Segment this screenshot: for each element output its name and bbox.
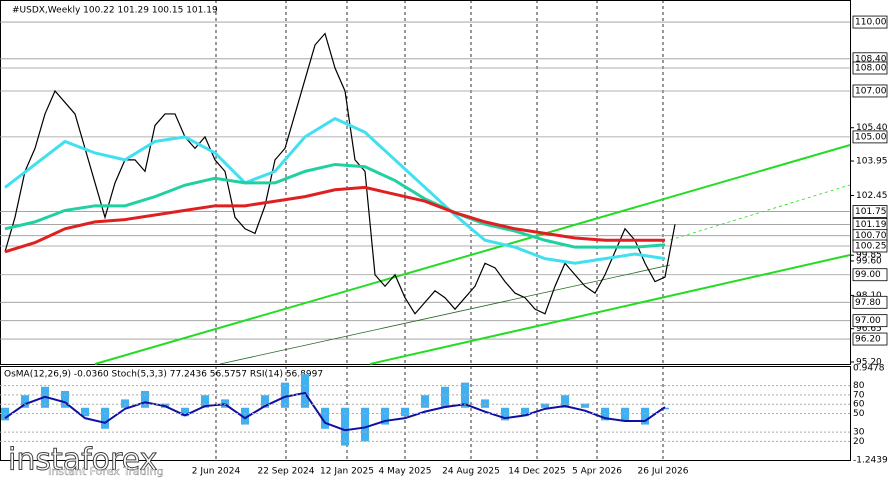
level-label: 99.00 [855, 270, 881, 280]
level-box [852, 15, 888, 29]
level-label: 105.00 [855, 132, 887, 142]
x-tick-label: 4 May 2025 [379, 467, 432, 477]
x-tick-label: 22 Sep 2024 [257, 467, 314, 477]
level-label: 100.25 [855, 242, 887, 252]
level-label: 107.00 [855, 86, 887, 96]
level-label: 97.80 [855, 298, 881, 308]
level-label: 108.00 [855, 63, 887, 73]
osma-bar [561, 395, 569, 408]
trendlines [94, 144, 851, 365]
osma-bar [661, 407, 669, 410]
indicator-tick-label: 70 [853, 390, 865, 400]
osma-bar [581, 403, 589, 408]
y-tick-label: 99.60 [856, 256, 882, 266]
indicator-tick-label: -1.2439 [853, 456, 888, 466]
x-tick-label: 14 Dec 2025 [508, 467, 566, 477]
indicator-tick-label: 20 [853, 437, 865, 447]
level-label: 110.00 [855, 18, 887, 28]
level-box [852, 130, 888, 144]
level-box [852, 84, 888, 98]
series-line [4, 162, 666, 249]
level-label: 96.20 [855, 335, 881, 345]
osma-bar [401, 407, 409, 417]
indicator-tick-label: 60 [853, 400, 865, 410]
chart-title: #USDX,Weekly 100.22 101.29 100.15 101.19 [12, 6, 218, 16]
level-box [852, 61, 888, 75]
level-label: 101.75 [855, 207, 887, 217]
channel-lower [369, 254, 851, 365]
trend-thin [219, 264, 671, 365]
y-tick-label: 102.45 [856, 191, 888, 201]
osma-bar [421, 395, 429, 408]
osma-bar [321, 407, 329, 429]
osma-bar [381, 407, 389, 425]
main-pane [0, 0, 851, 365]
channel-upper [94, 144, 851, 365]
osma-bar [121, 399, 129, 408]
y-tick-label: 105.40 [856, 123, 888, 133]
indicator-tick-label: 50 [853, 409, 865, 419]
osma-bar [621, 407, 629, 421]
osma-bar [61, 390, 69, 408]
osma-bar [361, 407, 369, 442]
osma-bar [141, 390, 149, 408]
x-tick-label: 2 Jun 2024 [192, 467, 241, 477]
level-box [852, 239, 888, 253]
osma-bar [21, 395, 29, 408]
y-tick-label: 95.20 [856, 358, 882, 368]
level-box [852, 268, 888, 282]
level-label: 97.00 [855, 316, 881, 326]
series-line [4, 116, 666, 265]
osma-bar [81, 407, 89, 417]
osma-bar [601, 407, 609, 421]
osma-bar [641, 407, 649, 425]
series-line [4, 185, 665, 254]
osma-bar [261, 395, 269, 408]
osma-bar [341, 407, 349, 446]
x-tick-label: 26 Jul 2026 [638, 467, 689, 477]
indicator-tick-label: 30 [853, 428, 865, 438]
indicator-tick-label: 80 [853, 381, 865, 391]
y-tick-label: 99.85 [856, 251, 882, 261]
trend-dashed [669, 184, 851, 241]
tagline: Instant Forex Trading [48, 465, 164, 478]
y-tick-label: 103.95 [856, 157, 888, 167]
osma-bar [101, 407, 109, 429]
y-tick-label: 96.65 [856, 324, 882, 334]
level-box [852, 205, 888, 218]
osma-bar [441, 386, 449, 408]
x-tick-label: 12 Jan 2025 [320, 467, 374, 477]
logo: instaforex [8, 443, 157, 478]
osma-bar [521, 407, 529, 417]
osma-bar [541, 403, 549, 408]
osma-bar [201, 395, 209, 408]
osma-bar [301, 374, 309, 408]
rsi-line [4, 391, 666, 432]
osma-bar [501, 407, 509, 421]
indicator-label: OsMA(12,26,9) -0.0360 Stoch(5,3,3) 77.24… [4, 370, 323, 380]
level-box [852, 332, 888, 346]
osma-bar [481, 399, 489, 408]
indicator-tick-label: 0.9478 [853, 364, 885, 374]
level-box [852, 314, 888, 328]
level-label: 101.19 [855, 220, 887, 230]
level-box [852, 295, 888, 309]
osma-bar [1, 407, 9, 421]
x-tick-label: 24 Aug 2025 [442, 467, 500, 477]
level-label: 100.70 [855, 231, 887, 241]
osma-bar [181, 407, 189, 417]
x-tick-label: 5 Apr 2026 [572, 467, 622, 477]
level-label: 108.40 [855, 54, 887, 64]
series-line [4, 32, 676, 315]
osma-bar [241, 407, 249, 425]
